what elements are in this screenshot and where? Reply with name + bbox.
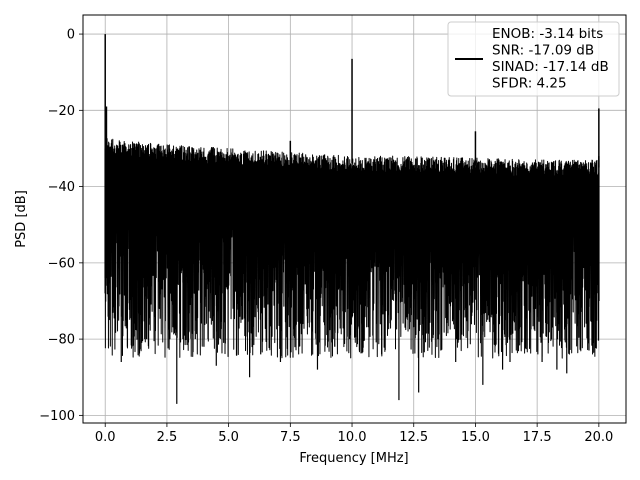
- x-tick-label: 17.5: [523, 430, 552, 445]
- plot-area: [104, 34, 600, 404]
- y-tick-label: −20: [48, 104, 75, 119]
- legend-box: [447, 21, 620, 97]
- plot-frame: [82, 14, 627, 424]
- psd-trace: [104, 138, 600, 359]
- x-tick-label: 7.5: [280, 430, 301, 445]
- legend-text-snr: SNR: -17.09 dB: [492, 43, 594, 59]
- x-tick-label: 10.0: [338, 430, 367, 445]
- y-tick-label: −80: [48, 333, 75, 348]
- y-tick-label: −100: [39, 409, 75, 424]
- x-axis-label: Frequency [MHz]: [299, 451, 408, 466]
- x-tick-label: 2.5: [157, 430, 178, 445]
- y-tick-label: −60: [48, 256, 75, 271]
- y-tick-label: −40: [48, 180, 75, 195]
- x-tick-label: 5.0: [218, 430, 239, 445]
- legend-text-sinad: SINAD: -17.14 dB: [492, 59, 609, 75]
- x-tick-label: 20.0: [584, 430, 613, 445]
- x-tick-label: 15.0: [461, 430, 490, 445]
- legend-text-sfdr: SFDR: 4.25: [492, 76, 567, 92]
- legend-text-enob: ENOB: -3.14 bits: [492, 26, 603, 42]
- x-axis-ticks: 0.0 2.5 5.0 7.5 10.0 12.5 15.0 17.5 20.0: [95, 423, 613, 445]
- y-tick-label: 0: [67, 28, 75, 43]
- x-tick-label: 0.0: [95, 430, 116, 445]
- x-tick-label: 12.5: [399, 430, 428, 445]
- y-axis-label: PSD [dB]: [14, 190, 29, 248]
- y-axis-ticks: 0 −20 −40 −60 −80 −100: [39, 28, 83, 424]
- legend: ENOB: -3.14 bits SNR: -17.09 dB SINAD: -…: [447, 21, 620, 97]
